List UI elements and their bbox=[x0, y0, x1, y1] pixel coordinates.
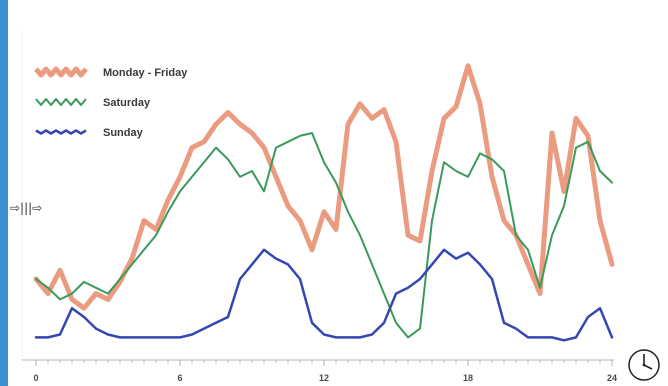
legend-label-1: Saturday bbox=[103, 97, 151, 109]
series-line-2 bbox=[34, 248, 614, 342]
legend-label-0: Monday - Friday bbox=[103, 67, 188, 79]
x-tick-label: 24 bbox=[607, 373, 617, 383]
x-tick-label: 6 bbox=[177, 373, 182, 383]
series-lines bbox=[33, 63, 615, 342]
x-tick-label: 12 bbox=[319, 373, 329, 383]
legend-swatch-2 bbox=[35, 129, 87, 135]
legend: Monday - Friday Saturday Sunday bbox=[34, 66, 188, 139]
legend-swatch-1 bbox=[35, 98, 87, 106]
x-tick-labels: 0 6 12 18 24 bbox=[33, 373, 617, 383]
legend-label-2: Sunday bbox=[103, 127, 144, 139]
x-tick-label: 18 bbox=[463, 373, 473, 383]
clock-icon[interactable] bbox=[626, 347, 662, 383]
series-line-1 bbox=[35, 132, 613, 339]
legend-swatch-0 bbox=[34, 66, 88, 78]
window-left-edge bbox=[0, 0, 8, 386]
pan-handle-icon[interactable]: ⇨|||⇨ bbox=[10, 201, 43, 215]
x-ticks bbox=[35, 360, 613, 366]
x-tick-label: 0 bbox=[33, 373, 38, 383]
